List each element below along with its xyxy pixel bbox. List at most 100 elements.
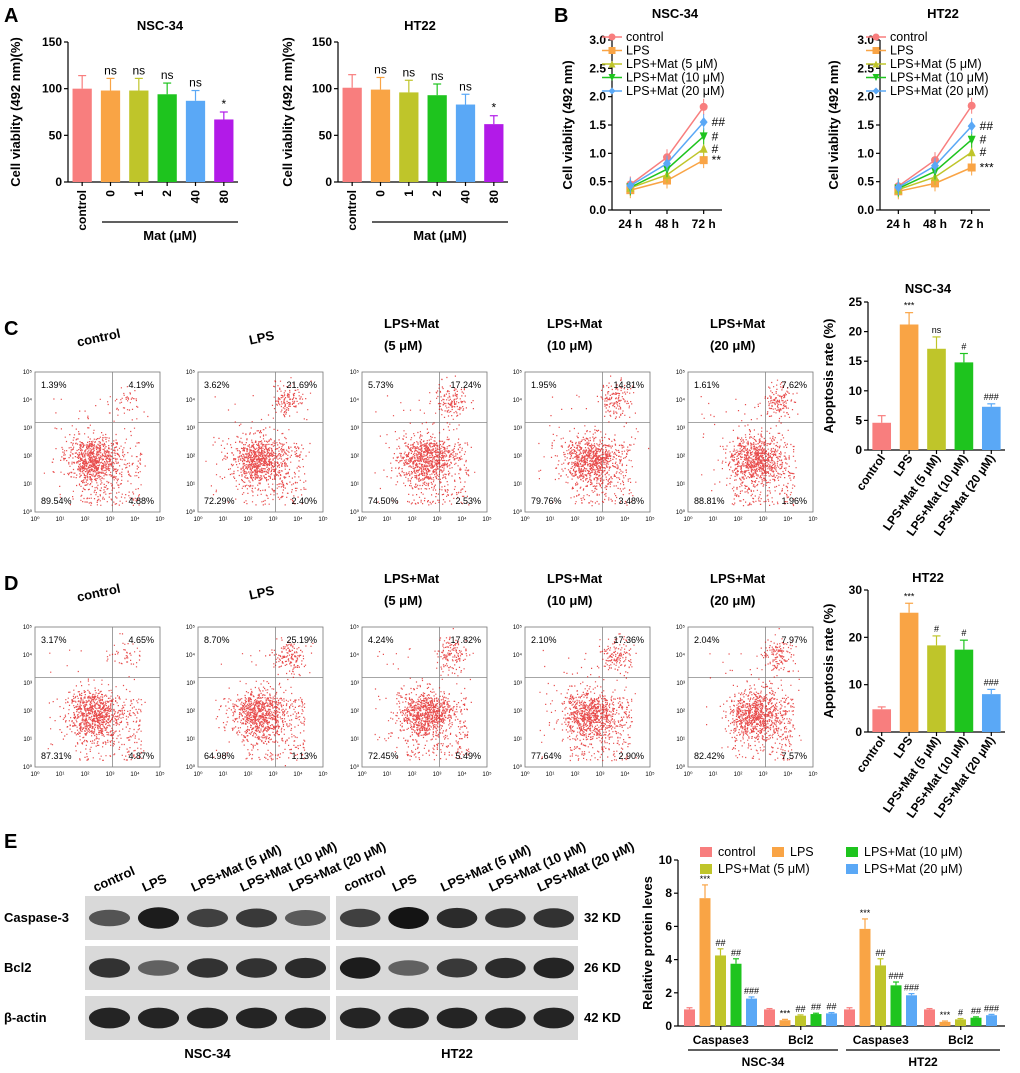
y-axis-tick: 10⁵ <box>513 369 523 376</box>
blot-size-label: 26 KD <box>584 960 621 975</box>
x-axis-tick: 10⁰ <box>30 771 40 778</box>
flow-title: LPS+Mat <box>384 571 440 586</box>
bar <box>875 965 886 1026</box>
x-axis-tick: 10² <box>244 517 253 523</box>
panel-label-a: A <box>4 5 18 27</box>
legend-marker <box>872 33 880 41</box>
x-axis-tick: 10⁴ <box>620 516 630 523</box>
y-axis-tick: 10⁵ <box>350 369 360 376</box>
x-axis-tick: 10⁴ <box>783 771 793 778</box>
bar <box>872 709 892 732</box>
legend-entry: control <box>890 30 928 44</box>
x-axis-tick: 10⁰ <box>193 516 203 523</box>
bar <box>954 649 974 732</box>
x-axis-tick: 10¹ <box>546 772 555 778</box>
y-tick-label: 1.0 <box>857 146 874 160</box>
y-tick-label: 0.0 <box>857 203 874 217</box>
legend-entry: LPS <box>790 845 814 859</box>
y-tick-label: 10 <box>849 678 863 692</box>
flow-title: LPS <box>248 583 276 603</box>
panel-label-c: C <box>4 318 18 340</box>
significance-label: ## <box>811 1002 821 1012</box>
significance-label: ns <box>189 76 202 90</box>
chart-title: NSC-34 <box>652 6 699 21</box>
blot-row-label: β-actin <box>4 1010 47 1025</box>
event-dots <box>706 628 802 761</box>
legend-entry: LPS+Mat (5 μM) <box>626 57 718 71</box>
legend-entry: LPS <box>890 44 914 58</box>
x-tick-label: 24 h <box>886 217 910 231</box>
y-tick-label: 10 <box>659 853 673 867</box>
x-axis-tick: 10⁵ <box>318 516 328 523</box>
significance-label: ns <box>374 62 387 76</box>
x-tick-label: 0 <box>104 190 118 197</box>
y-tick-label: 0.0 <box>589 203 606 217</box>
blot-band <box>485 1007 526 1029</box>
x-axis-tick: 10¹ <box>56 772 65 778</box>
flow-title: control <box>75 581 121 605</box>
blot-lane-label: LPS <box>390 871 419 895</box>
y-axis-tick: 10⁴ <box>186 397 196 404</box>
y-axis-tick: 10⁵ <box>350 624 360 631</box>
significance-label: ## <box>971 1006 981 1016</box>
significance-label: *** <box>980 161 994 175</box>
legend-entry: LPS+Mat (10 μM) <box>890 71 989 85</box>
bar <box>185 100 206 182</box>
bar <box>872 422 892 450</box>
y-axis-tick: 10⁴ <box>513 652 523 659</box>
quadrant-ul: 3.17% <box>41 635 67 645</box>
x-axis-tick: 10⁴ <box>293 771 303 778</box>
point <box>931 160 939 171</box>
quadrant-lr: 1.13% <box>291 751 317 761</box>
significance-label: ### <box>888 971 903 981</box>
blot-band <box>137 960 180 976</box>
legend-entry: LPS+Mat (10 μM) <box>864 845 963 859</box>
x-group-label: Caspase3 <box>693 1033 749 1047</box>
blot-lane-label: LPS <box>140 871 169 895</box>
flow-plot: LPS+Mat(20 μM)2.04% 7.97%82.42% 7.57%10⁰10… <box>676 571 818 778</box>
y-axis-tick: 10⁵ <box>676 624 686 631</box>
event-dots <box>700 379 799 507</box>
y-tick-label: 2.0 <box>857 90 874 104</box>
x-axis-tick: 10³ <box>433 772 442 778</box>
significance-label: ## <box>712 115 726 129</box>
y-tick-label: 100 <box>42 82 62 96</box>
x-axis-tick: 10² <box>734 772 743 778</box>
x-axis-tick: 10² <box>734 517 743 523</box>
y-tick-label: 0 <box>325 175 332 189</box>
y-tick-label: 25 <box>849 295 863 309</box>
significance-label: ## <box>715 938 725 948</box>
flow-plot: LPS+Mat(5 μM)4.24% 17.82%72.45% 5.49%10⁰10… <box>350 571 492 778</box>
quadrant-ur: 17.36% <box>613 635 644 645</box>
flow-title: (20 μM) <box>710 593 756 608</box>
y-tick-label: 5 <box>855 413 862 427</box>
flow-plot: LPS+Mat(5 μM)5.73% 17.24%74.50% 2.53%10⁰10… <box>350 316 492 523</box>
x-tick-label: 0 <box>374 190 388 197</box>
significance-label: # <box>980 145 987 159</box>
x-axis-tick: 10¹ <box>546 517 555 523</box>
event-dots <box>47 633 146 761</box>
blot-band <box>186 908 229 928</box>
bar <box>129 90 149 182</box>
bar <box>370 89 391 182</box>
quadrant-ul: 2.04% <box>694 635 720 645</box>
x-axis-tick: 10¹ <box>709 517 718 523</box>
y-tick-label: 30 <box>849 583 863 597</box>
y-axis-tick: 10⁰ <box>513 764 523 771</box>
x-axis-tick: 10⁰ <box>357 516 367 523</box>
blot-band <box>88 958 131 978</box>
event-dots <box>374 375 476 506</box>
significance-label: # <box>961 628 966 638</box>
x-tick-label: 1 <box>132 190 146 197</box>
x-axis-tick: 10¹ <box>219 517 228 523</box>
bar <box>981 406 1001 450</box>
y-axis-tick: 10² <box>23 709 32 715</box>
quadrant-ul: 1.39% <box>41 380 67 390</box>
x-tick-label: 80 <box>217 190 231 204</box>
y-axis-tick: 10² <box>513 454 522 460</box>
bar <box>72 88 92 182</box>
y-axis-tick: 10¹ <box>186 737 195 743</box>
